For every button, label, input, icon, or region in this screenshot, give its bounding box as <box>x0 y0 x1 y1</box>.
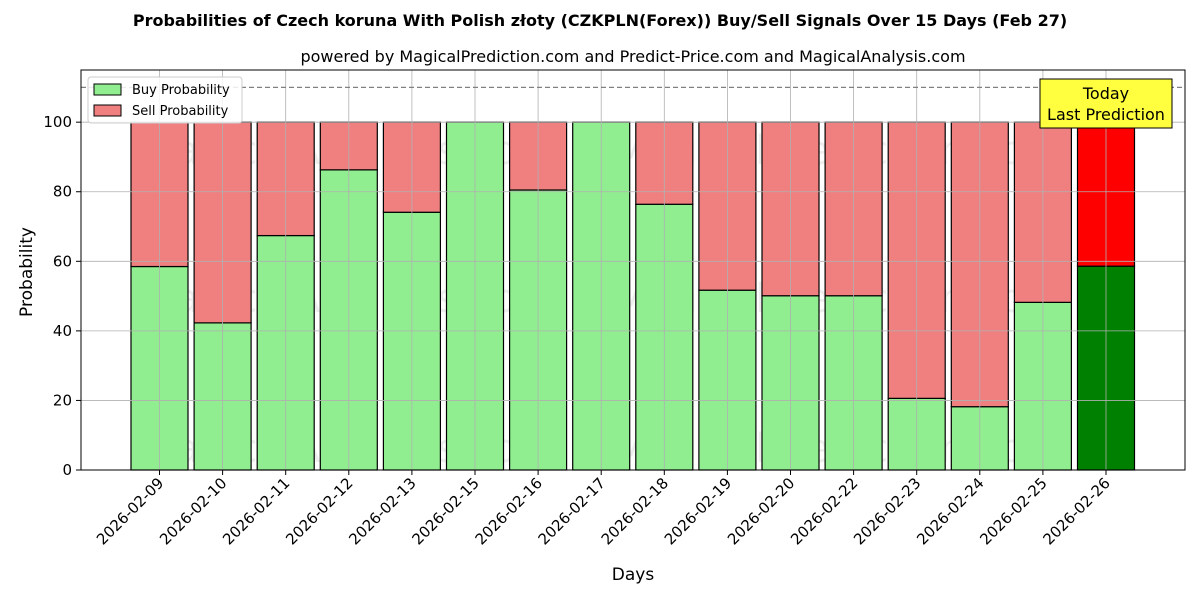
legend-swatch <box>93 83 122 96</box>
y-tick-label: 20 <box>53 391 72 409</box>
legend-swatch <box>93 104 122 117</box>
x-tick-label: 2026-02-20 <box>724 474 798 548</box>
y-tick-label: 100 <box>43 113 72 131</box>
chart-subtitle: powered by MagicalPrediction.com and Pre… <box>300 47 965 66</box>
y-tick-label: 60 <box>53 252 72 270</box>
x-tick-label: 2026-02-12 <box>282 474 356 548</box>
x-tick-label: 2026-02-16 <box>472 474 546 548</box>
x-tick-label: 2026-02-11 <box>219 474 293 548</box>
x-tick-label: 2026-02-26 <box>1039 474 1113 548</box>
x-tick-label: 2026-02-18 <box>598 474 672 548</box>
x-tick-label: 2026-02-22 <box>787 474 861 548</box>
legend-label: Buy Probability <box>132 83 230 98</box>
y-axis-label: Probability <box>17 227 37 317</box>
chart-title: Probabilities of Czech koruna With Polis… <box>133 11 1067 30</box>
x-tick-label: 2026-02-24 <box>913 474 987 548</box>
plot-frame <box>80 69 1186 471</box>
x-axis-label: Days <box>612 565 655 585</box>
y-tick-label: 40 <box>53 322 72 340</box>
annotation-line2: Last Prediction <box>1047 105 1165 124</box>
y-tick-label: 0 <box>62 461 72 479</box>
annotation-line1: Today <box>1082 84 1129 103</box>
legend-label: Sell Probability <box>132 104 229 119</box>
x-tick-label: 2026-02-25 <box>976 474 1050 548</box>
plot-area: MagicalAnalysis.comMagicalPrediction.com… <box>43 69 1186 548</box>
x-tick-label: 2026-02-17 <box>535 474 609 548</box>
x-tick-label: 2026-02-19 <box>661 474 735 548</box>
x-tick-label: 2026-02-09 <box>93 474 167 548</box>
x-tick-label: 2026-02-10 <box>156 474 230 548</box>
y-tick-label: 80 <box>53 183 72 201</box>
legend-box <box>87 76 243 124</box>
annotation-box <box>1039 78 1173 129</box>
x-tick-label: 2026-02-13 <box>345 474 419 548</box>
x-tick-label: 2026-02-23 <box>850 474 924 548</box>
x-tick-label: 2026-02-15 <box>408 474 482 548</box>
